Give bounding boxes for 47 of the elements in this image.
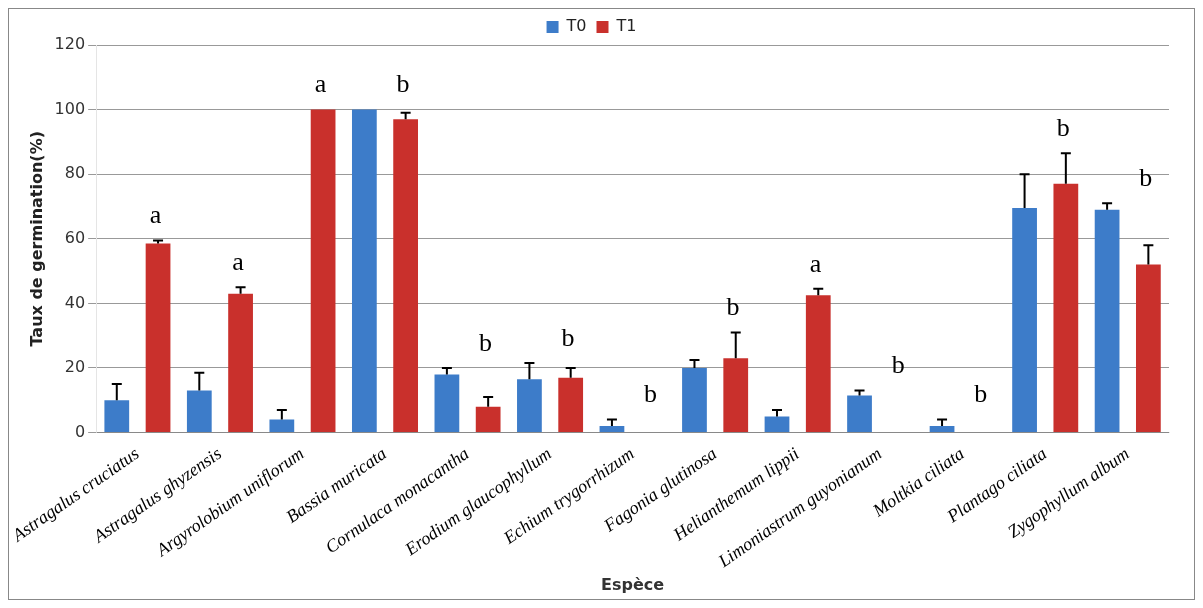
annotation: b (561, 322, 575, 352)
y-axis-title: Taux de germination(%) (27, 131, 47, 347)
annotation: a (149, 200, 162, 230)
x-axis-title: Espèce (601, 574, 665, 594)
bar (723, 358, 749, 433)
annotation: b (891, 350, 905, 380)
annotation: b (396, 69, 410, 99)
annotation: a (232, 247, 245, 277)
bar (599, 426, 625, 433)
annotation: a (314, 69, 327, 99)
legend-label: T1 (615, 16, 637, 36)
y-tick-label: 0 (74, 421, 86, 441)
bar (847, 395, 872, 433)
y-tick-label: 40 (64, 292, 86, 312)
bar (1012, 208, 1037, 433)
bar (186, 390, 212, 433)
annotation: b (1056, 113, 1070, 143)
annotation: b (726, 292, 740, 322)
bar (1094, 209, 1120, 433)
bar (764, 416, 790, 433)
y-tick-label: 20 (64, 357, 86, 377)
bar (805, 295, 831, 433)
annotation: b (479, 327, 493, 357)
bar (310, 109, 336, 433)
bar (434, 374, 460, 433)
bar (104, 400, 130, 433)
bar (558, 377, 584, 433)
annotation: b (1139, 163, 1153, 193)
y-tick-label: 100 (54, 98, 86, 118)
bar (393, 119, 419, 433)
bar (351, 109, 377, 433)
bar (1135, 264, 1161, 433)
bar (269, 419, 295, 433)
annotation: b (644, 379, 658, 409)
annotation: a (809, 248, 822, 278)
bar (682, 367, 707, 433)
y-tick-label: 120 (54, 34, 86, 54)
bar (228, 293, 253, 433)
bar (475, 406, 501, 433)
bar (145, 243, 171, 433)
bar (517, 379, 542, 433)
bar (1053, 183, 1079, 433)
annotation: b (974, 379, 988, 409)
legend-label: T0 (565, 16, 587, 36)
y-tick-label: 60 (64, 227, 86, 247)
y-tick-label: 80 (64, 163, 86, 183)
bar (929, 426, 955, 433)
